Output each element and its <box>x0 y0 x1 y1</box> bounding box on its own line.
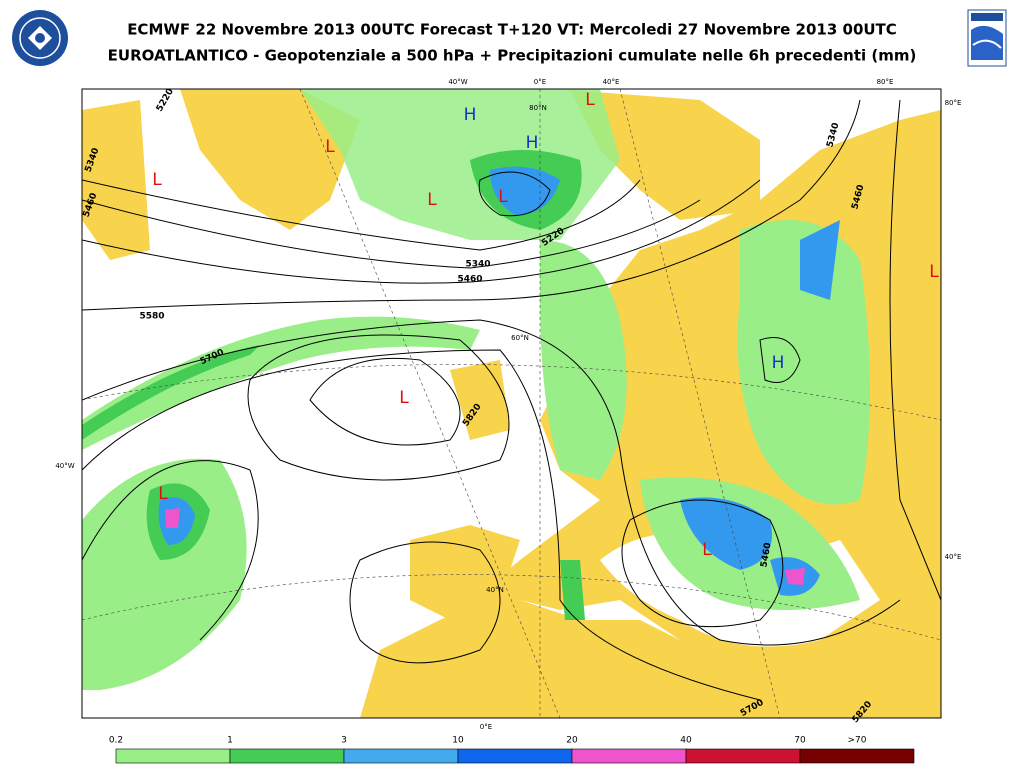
contour-label: 5340 <box>465 260 490 270</box>
graticule-label: 0°E <box>480 723 492 731</box>
legend-swatch <box>343 748 459 764</box>
graticule-label: 40°E <box>945 553 962 561</box>
legend-label: >70 <box>848 736 867 746</box>
graticule-label: 40°E <box>603 78 620 86</box>
graticule-label: 80°E <box>877 78 894 86</box>
map-frame <box>81 88 942 719</box>
pressure-center: L <box>585 90 595 110</box>
pressure-center: L <box>325 137 335 157</box>
right-logo <box>967 9 1007 67</box>
contour-label: 5580 <box>139 312 164 322</box>
title-line-2: EUROATLANTICO - Geopotenziale a 500 hPa … <box>108 47 917 65</box>
legend-label: 20 <box>566 736 578 746</box>
legend-swatch <box>799 748 915 764</box>
legend-swatch <box>685 748 801 764</box>
contour-label: 5460 <box>759 542 773 568</box>
pressure-center: L <box>702 540 712 560</box>
pressure-center: H <box>526 133 539 153</box>
graticule-label: 60°N <box>511 334 529 342</box>
legend: 0.2 1 3 10 20 40 70 >70 <box>109 736 915 764</box>
legend-label: 40 <box>680 736 692 746</box>
map <box>82 89 941 718</box>
left-logo <box>12 10 68 66</box>
legend-swatch <box>115 748 231 764</box>
legend-label: 0.2 <box>109 736 123 746</box>
graticule-label: 40°W <box>448 78 467 86</box>
graticule-label: 80°E <box>945 99 962 107</box>
pressure-center: L <box>152 170 162 190</box>
legend-label: 70 <box>794 736 806 746</box>
pressure-center: L <box>399 388 409 408</box>
legend-label: 3 <box>341 736 347 746</box>
legend-label: 10 <box>452 736 464 746</box>
graticule-label: 80°N <box>529 104 547 112</box>
pressure-center: L <box>427 190 437 210</box>
contour-label: 5460 <box>457 275 482 285</box>
pressure-center: L <box>498 187 508 207</box>
legend-swatch <box>229 748 345 764</box>
graticule-label: 40°N <box>486 586 504 594</box>
legend-swatch <box>457 748 573 764</box>
pressure-center: H <box>464 105 477 125</box>
title-line-1: ECMWF 22 Novembre 2013 00UTC Forecast T+… <box>127 21 897 39</box>
pressure-center: H <box>772 353 785 373</box>
legend-swatch <box>571 748 687 764</box>
graticule-label: 0°E <box>534 78 546 86</box>
graticule-label: 40°W <box>55 462 74 470</box>
legend-label: 1 <box>227 736 233 746</box>
pressure-center: L <box>158 484 168 504</box>
pressure-center: L <box>929 262 939 282</box>
